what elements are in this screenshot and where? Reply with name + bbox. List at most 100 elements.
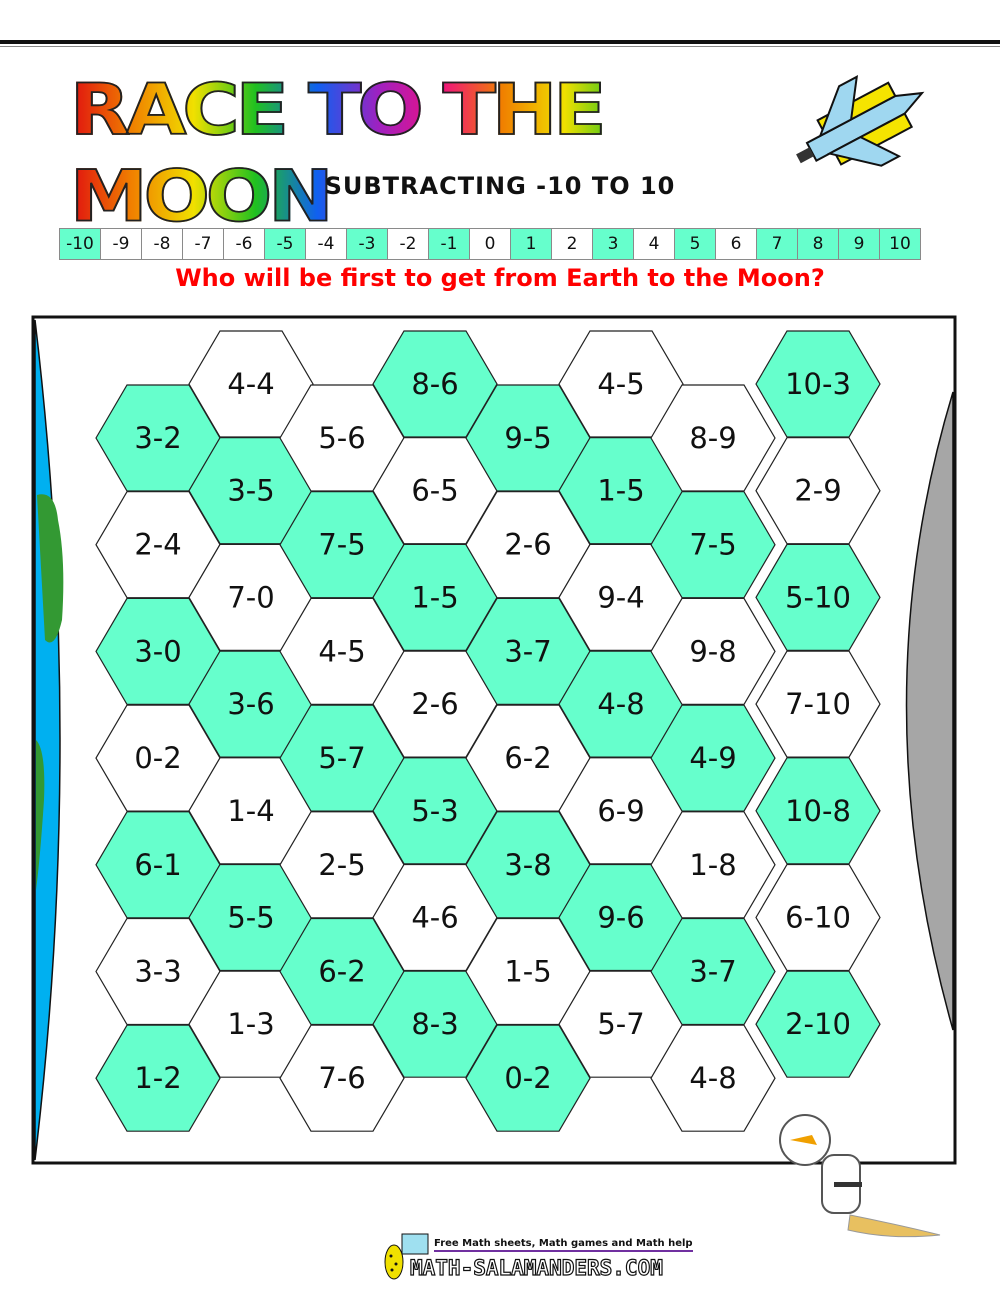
hex-space[interactable]: 6-9 (558, 757, 684, 865)
hex-space[interactable]: 4-9 (650, 704, 776, 812)
hex-space[interactable]: 2-9 (755, 437, 881, 545)
hex-space[interactable]: 9-5 (465, 384, 591, 492)
hex-label: 7-5 (689, 528, 736, 562)
hex-space[interactable]: 4-4 (188, 330, 314, 438)
hex-space[interactable]: 2-4 (95, 491, 221, 599)
hex-label: 5-10 (785, 580, 851, 614)
hex-space[interactable]: 1-5 (465, 917, 591, 1026)
hex-label: 7-5 (318, 528, 365, 562)
question-text: Who will be first to get from Earth to t… (175, 264, 825, 292)
hex-space[interactable]: 8-6 (372, 330, 498, 438)
hex-label: 1-5 (597, 474, 644, 508)
hex-shape (755, 650, 881, 758)
hex-space[interactable]: 4-5 (279, 597, 405, 706)
hex-shape (558, 330, 684, 438)
number-line-cell: 3 (593, 229, 634, 259)
hex-space[interactable]: 7-0 (188, 543, 314, 652)
hex-shape (188, 330, 314, 438)
number-line-cell: 7 (757, 229, 798, 259)
hex-label: 6-2 (504, 741, 551, 775)
subtitle: SUBTRACTING -10 TO 10 (324, 172, 676, 200)
hex-label: 5-7 (318, 741, 365, 775)
hex-space[interactable]: 0-2 (95, 704, 221, 812)
hex-space[interactable]: 10-3 (755, 330, 881, 438)
hex-space[interactable]: 9-4 (558, 543, 684, 652)
hex-shape (755, 437, 881, 545)
hex-space[interactable]: 5-6 (279, 384, 405, 492)
hex-space[interactable]: 7-5 (650, 491, 776, 599)
hex-space[interactable]: 1-2 (95, 1024, 221, 1132)
hex-label: 3-5 (227, 474, 274, 508)
hex-space[interactable]: 1-4 (188, 757, 314, 865)
hex-space[interactable]: 10-8 (755, 757, 881, 865)
hex-space[interactable]: 7-5 (279, 491, 405, 599)
hex-space[interactable]: 6-2 (465, 704, 591, 812)
salamander-logo-icon (384, 1233, 429, 1280)
hex-space[interactable]: 2-5 (279, 811, 405, 919)
hex-space[interactable]: 6-10 (755, 863, 881, 972)
hex-shape (650, 384, 776, 492)
hex-space[interactable]: 3-2 (95, 384, 221, 492)
hex-space[interactable]: 4-5 (558, 330, 684, 438)
hex-label: 2-6 (411, 687, 458, 721)
hex-label: 3-0 (134, 634, 181, 668)
hex-label: 10-3 (785, 367, 851, 401)
hex-label: 3-6 (227, 687, 274, 721)
hex-label: 0-2 (504, 1061, 551, 1095)
hex-space[interactable]: 3-7 (650, 917, 776, 1026)
number-line-cell: -5 (265, 229, 306, 259)
number-line-cell: -9 (101, 229, 142, 259)
hex-label: 3-7 (689, 955, 736, 989)
earth-land (36, 494, 64, 890)
hex-space[interactable]: 0-2 (465, 1024, 591, 1132)
hex-label: 3-3 (134, 955, 181, 989)
number-line-cell: -7 (183, 229, 224, 259)
hex-space[interactable]: 3-8 (465, 811, 591, 919)
hex-label: 9-8 (689, 634, 736, 668)
hex-label: 7-10 (785, 687, 851, 721)
hex-label: 9-4 (597, 580, 644, 614)
hex-space[interactable]: 6-5 (372, 437, 498, 545)
hex-space[interactable]: 2-6 (465, 491, 591, 599)
number-line-cell: 8 (798, 229, 839, 259)
hex-label: 1-5 (411, 580, 458, 614)
hex-space[interactable]: 7-10 (755, 650, 881, 758)
top-rule-thin (0, 46, 1000, 47)
hex-space[interactable]: 3-5 (188, 437, 314, 545)
number-line-cell: -4 (306, 229, 347, 259)
hex-space[interactable]: 6-1 (95, 811, 221, 919)
hex-space[interactable]: 5-10 (755, 543, 881, 652)
hex-label: 5-5 (227, 901, 274, 935)
hex-label: 5-7 (597, 1007, 644, 1041)
hex-space[interactable]: 3-3 (95, 917, 221, 1026)
hex-space[interactable]: 2-6 (372, 650, 498, 758)
hex-space[interactable]: 9-8 (650, 597, 776, 706)
top-rule (0, 40, 1000, 44)
hex-label: 4-8 (597, 687, 644, 721)
hex-label: 3-8 (504, 848, 551, 882)
hex-label: 5-6 (318, 421, 365, 455)
hex-space[interactable]: 1-3 (188, 970, 314, 1078)
hex-shape (279, 1024, 405, 1132)
hex-space[interactable]: 6-2 (279, 917, 405, 1026)
hex-label: 4-5 (597, 367, 644, 401)
hex-space[interactable]: 1-5 (558, 437, 684, 545)
hex-space[interactable]: 1-8 (650, 811, 776, 919)
hex-label: 6-2 (318, 955, 365, 989)
hex-label: 6-9 (597, 794, 644, 828)
hex-label: 2-5 (318, 848, 365, 882)
hex-space[interactable]: 8-9 (650, 384, 776, 492)
hex-space[interactable]: 2-10 (755, 970, 881, 1078)
hex-label: 8-6 (411, 367, 458, 401)
hex-label: 7-6 (318, 1061, 365, 1095)
footer-site-name[interactable]: MATH-SALAMANDERS.COM (409, 1255, 663, 1280)
hex-space[interactable]: 5-3 (372, 757, 498, 865)
hex-shape (755, 543, 881, 652)
hex-label: 4-8 (689, 1061, 736, 1095)
hex-label: 2-9 (794, 474, 841, 508)
hex-space[interactable]: 7-6 (279, 1024, 405, 1132)
number-line-cell: -10 (60, 229, 101, 259)
hex-space[interactable]: 4-8 (650, 1024, 776, 1132)
hex-label: 1-4 (227, 794, 274, 828)
hex-label: 6-5 (411, 474, 458, 508)
